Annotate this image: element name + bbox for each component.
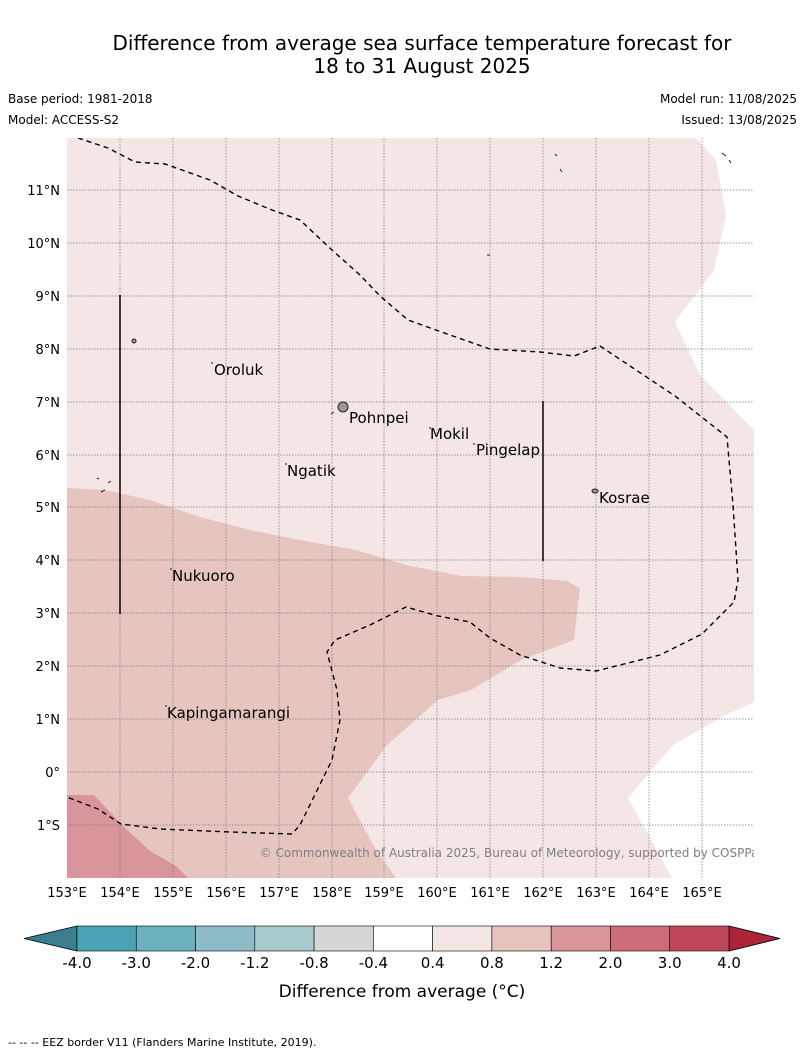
colorbar-tick-label: 1.2 [539,954,563,972]
lon-label: 154°E [100,886,140,901]
colorbar-bin [373,925,433,952]
colorbar-bin [135,925,196,952]
lat-label: 9°N [36,290,61,305]
lat-label: 0° [45,766,60,781]
colorbar-extend-high [728,925,781,952]
place-label-kosrae: Kosrae [599,489,650,507]
title-line-2: 18 to 31 August 2025 [313,54,531,78]
colorbar-tick-label: 2.0 [599,954,623,972]
colorbar-tick-label: -2.0 [181,954,210,972]
lat-label: 4°N [36,554,61,569]
title-line-1: Difference from average sea surface temp… [112,31,732,55]
colorbar-bin [669,925,730,952]
neutral-region-southeast [628,702,754,878]
islands [96,152,732,494]
colorbar-bin [76,925,137,952]
place-label-ngatik: Ngatik [287,462,336,480]
neutral-region-northeast [675,138,754,430]
place-label-nukuoro: Nukuoro [172,567,235,585]
anomaly-band-0.8-1.2 [67,488,580,878]
kosrae-island [591,488,599,494]
colorbar-bin [610,925,671,952]
colorbar-bin [491,925,552,952]
place-label-mokil: Mokil [430,425,469,443]
longitude-labels: 153°E 154°E 155°E 156°E 157°E 158°E 159°… [47,886,722,901]
graticule [67,138,754,878]
sst-anomaly-map: Oroluk Pohnpei Mokil Pingelap Ngatik Kos… [23,138,781,1002]
colorbar-tick-label: -0.8 [299,954,328,972]
anomaly-band-1.2-2.0 [67,795,188,878]
lat-label: 6°N [36,449,61,464]
lon-label: 157°E [259,886,299,901]
lon-label: 156°E [206,886,246,901]
colorbar-bin [550,925,611,952]
map-title: Difference from average sea surface temp… [0,32,804,78]
base-period-text: Base period: 1981-2018 [8,92,153,106]
map-field: Oroluk Pohnpei Mokil Pingelap Ngatik Kos… [67,138,765,878]
place-label-pingelap: Pingelap [476,441,540,459]
lat-label: 11°N [27,184,60,199]
colorbar-tick-label: -0.4 [359,954,388,972]
model-run-text: Model run: 11/08/2025 [659,92,797,106]
solid-boundary-lines [119,295,544,614]
lat-label: 1°N [36,713,61,728]
lat-label: 2°N [36,660,61,675]
lon-label: 164°E [629,886,669,901]
colorbar-tick-label: -1.2 [240,954,269,972]
colorbar-bin [195,925,256,952]
lon-label: 165°E [682,886,722,901]
colorbar-tick-label: 3.0 [658,954,682,972]
atoll-dots [330,152,732,415]
lat-label: 5°N [36,501,61,516]
colorbar-tick-label: -4.0 [62,954,91,972]
place-label-kapingamarangi: Kapingamarangi [167,704,290,722]
place-label-oroluk: Oroluk [214,361,263,379]
place-markers [165,362,475,707]
lon-label: 163°E [576,886,616,901]
issued-date-text: Issued: 13/08/2025 [681,113,797,127]
colorbar-label: Difference from average (°C) [279,982,526,1002]
colorbar-tick-label: 4.0 [717,954,741,972]
lat-label: 8°N [36,343,61,358]
colorbar-tick-label: 0.8 [480,954,504,972]
colorbar-tick-label: 0.4 [421,954,445,972]
lon-label: 155°E [153,886,193,901]
colorbar-tick-label: -3.0 [122,954,151,972]
lon-label: 153°E [47,886,87,901]
lat-label: 7°N [36,396,61,411]
lon-label: 159°E [364,886,404,901]
lon-label: 162°E [523,886,563,901]
small-island [131,338,137,344]
pohnpei-island [337,401,349,413]
eez-border [67,138,739,835]
eez-legend-note: -- -- -- EEZ border V11 (Flanders Marine… [8,1036,317,1049]
latitude-labels: 11°N 10°N 9°N 8°N 7°N 6°N 5°N 4°N 3°N 2°… [27,184,60,834]
small-island-group [96,477,112,493]
lon-label: 158°E [312,886,352,901]
lon-label: 160°E [417,886,457,901]
copyright-text: © Commonwealth of Australia 2025, Bureau… [260,846,765,860]
lat-label: 10°N [27,237,60,252]
colorbar-bin [313,925,374,952]
colorbar: -4.0 -3.0 -2.0 -1.2 -0.8 -0.4 0.4 0.8 1.2 2.0 3.0 4… [23,925,781,972]
lat-label: 3°N [36,607,61,622]
colorbar-bin [432,925,493,952]
lat-label: 1°S [37,819,60,834]
place-label-pohnpei: Pohnpei [349,409,409,427]
lon-label: 161°E [470,886,510,901]
colorbar-bin [254,925,315,952]
model-name-text: Model: ACCESS-S2 [8,113,120,127]
colorbar-extend-low [23,925,78,952]
